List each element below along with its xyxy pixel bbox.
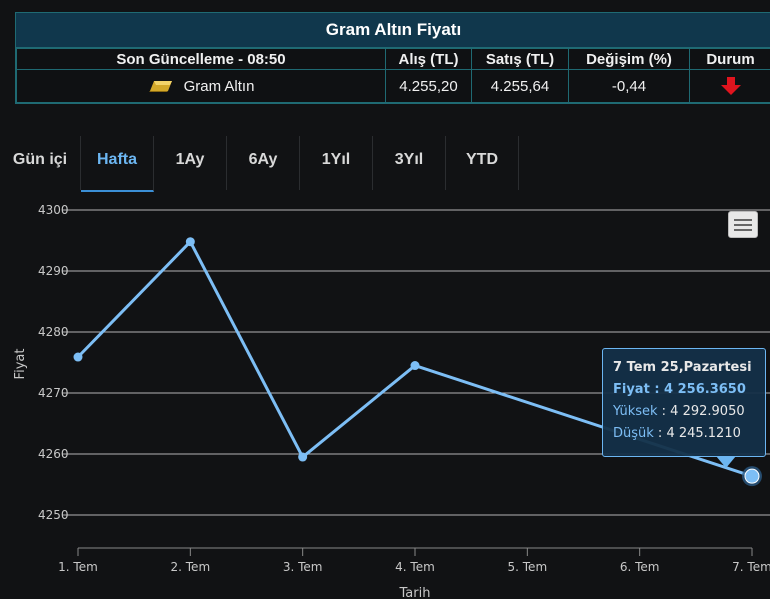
header-change: Değişim (%) bbox=[568, 48, 690, 70]
tooltip-high-value: : 4 292.9050 bbox=[657, 404, 745, 419]
tooltip-low-key: Düşük bbox=[613, 426, 654, 441]
hamburger-menu-icon bbox=[734, 218, 752, 221]
data-point bbox=[298, 452, 308, 462]
data-point bbox=[744, 468, 760, 484]
data-point bbox=[73, 352, 83, 362]
panel-title: Gram Altın Fiyatı bbox=[16, 13, 770, 48]
tooltip-low-value: : 4 245.1210 bbox=[653, 426, 741, 441]
x-tick-label: 7. Tem bbox=[732, 560, 770, 574]
tooltip-pointer bbox=[716, 456, 736, 468]
tooltip-high-key: Yüksek bbox=[613, 404, 658, 419]
tab-1ay[interactable]: 1Ay bbox=[154, 136, 227, 190]
x-tick-label: 2. Tem bbox=[171, 560, 211, 574]
tab-6ay[interactable]: 6Ay bbox=[227, 136, 300, 190]
period-tabs: Gün içi Hafta 1Ay 6Ay 1Yıl 3Yıl YTD bbox=[0, 136, 770, 192]
x-tick-label: 3. Tem bbox=[283, 560, 323, 574]
sell-price: 4.255,64 bbox=[471, 69, 569, 103]
x-tick-label: 5. Tem bbox=[508, 560, 548, 574]
status-cell bbox=[689, 69, 770, 103]
header-updated: Son Güncelleme - 08:50 bbox=[16, 48, 386, 70]
price-line-chart: 4250 4260 4270 4280 4290 4300 1. Tem 2. Tem 3. T… bbox=[13, 203, 770, 599]
header-buy: Alış (TL) bbox=[385, 48, 472, 70]
tab-1yil[interactable]: 1Yıl bbox=[300, 136, 373, 190]
tab-gun-ici[interactable]: Gün içi bbox=[0, 136, 81, 190]
x-tick-label: 6. Tem bbox=[620, 560, 660, 574]
y-tick-label: 4260 bbox=[38, 447, 69, 461]
x-tick-label: 4. Tem bbox=[395, 560, 435, 574]
name-cell: Gram Altın bbox=[16, 69, 386, 103]
tooltip-high: Yüksek : 4 292.9050 bbox=[613, 401, 765, 423]
tab-hafta[interactable]: Hafta bbox=[81, 136, 154, 192]
chart-tooltip: 7 Tem 25,Pazartesi Fiyat : 4 256.3650 Yü… bbox=[602, 348, 766, 457]
table-row: Gram Altın 4.255,20 4.255,64 -0,44 bbox=[16, 69, 770, 103]
tab-ytd[interactable]: YTD bbox=[446, 136, 519, 190]
table-header-row: Son Güncelleme - 08:50 Alış (TL) Satış (… bbox=[16, 48, 770, 70]
data-point bbox=[185, 237, 195, 247]
gold-price-panel: Gram Altın Fiyatı Son Güncelleme - 08:50… bbox=[15, 12, 770, 104]
chart-menu-button[interactable] bbox=[728, 211, 758, 238]
tab-3yil[interactable]: 3Yıl bbox=[373, 136, 446, 190]
price-table: Son Güncelleme - 08:50 Alış (TL) Satış (… bbox=[16, 48, 770, 103]
y-tick-label: 4280 bbox=[38, 325, 69, 339]
tooltip-date: 7 Tem 25,Pazartesi bbox=[613, 360, 752, 375]
red-down-arrow-icon bbox=[720, 77, 741, 95]
tooltip-price: Fiyat : 4 256.3650 bbox=[613, 382, 746, 397]
header-status: Durum bbox=[689, 48, 770, 70]
y-tick-label: 4250 bbox=[38, 508, 69, 522]
y-tick-label: 4290 bbox=[38, 264, 69, 278]
y-tick-label: 4270 bbox=[38, 386, 69, 400]
x-axis-title: Tarih bbox=[399, 586, 431, 599]
y-tick-label: 4300 bbox=[38, 203, 69, 217]
gold-bar-icon bbox=[148, 81, 172, 92]
header-sell: Satış (TL) bbox=[471, 48, 569, 70]
instrument-name: Gram Altın bbox=[183, 77, 255, 95]
y-axis-title: Fiyat bbox=[13, 349, 28, 380]
change-percent: -0,44 bbox=[568, 69, 690, 103]
x-tick-label: 1. Tem bbox=[58, 560, 98, 574]
tooltip-low: Düşük : 4 245.1210 bbox=[613, 423, 765, 445]
buy-price: 4.255,20 bbox=[385, 69, 472, 103]
data-point bbox=[410, 361, 420, 371]
